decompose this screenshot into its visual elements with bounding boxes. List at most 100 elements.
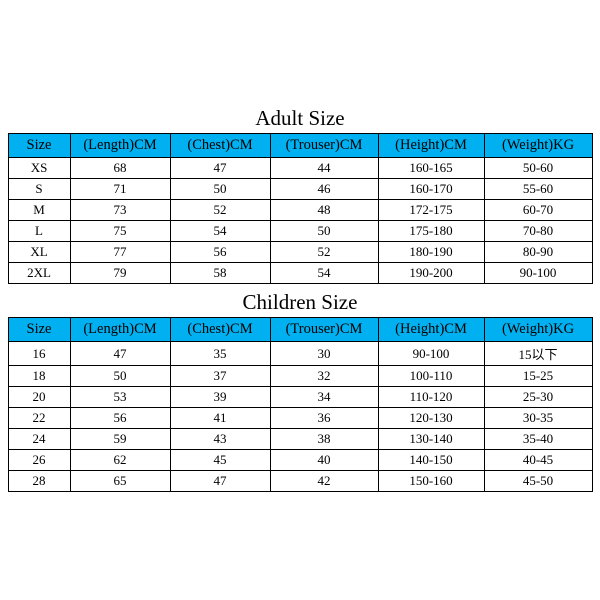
adult-tbody: XS684744160-16550-60S715046160-17055-60M… xyxy=(8,158,592,284)
table-cell: M xyxy=(8,200,70,221)
table-cell: 50 xyxy=(170,179,270,200)
table-cell: 56 xyxy=(170,242,270,263)
table-row: L755450175-18070-80 xyxy=(8,221,592,242)
adult-size-table: Size (Length)CM (Chest)CM (Trouser)CM (H… xyxy=(8,133,593,284)
table-cell: 130-140 xyxy=(378,429,484,450)
table-cell: 56 xyxy=(70,408,170,429)
children-size-table: Size (Length)CM (Chest)CM (Trouser)CM (H… xyxy=(8,317,593,492)
adult-size-title: Adult Size xyxy=(0,106,600,131)
table-cell: 65 xyxy=(70,471,170,492)
table-cell: 54 xyxy=(170,221,270,242)
table-cell: 15以下 xyxy=(484,342,592,366)
table-cell: 59 xyxy=(70,429,170,450)
table-cell: 16 xyxy=(8,342,70,366)
table-cell: 190-200 xyxy=(378,263,484,284)
table-cell: 71 xyxy=(70,179,170,200)
table-cell: 60-70 xyxy=(484,200,592,221)
col-trouser: (Trouser)CM xyxy=(270,318,378,342)
table-cell: 52 xyxy=(270,242,378,263)
table-cell: 77 xyxy=(70,242,170,263)
col-weight: (Weight)KG xyxy=(484,318,592,342)
col-weight: (Weight)KG xyxy=(484,134,592,158)
table-cell: 120-130 xyxy=(378,408,484,429)
table-cell: 90-100 xyxy=(378,342,484,366)
table-cell: 48 xyxy=(270,200,378,221)
table-cell: 47 xyxy=(70,342,170,366)
table-row: S715046160-17055-60 xyxy=(8,179,592,200)
table-cell: 36 xyxy=(270,408,378,429)
table-cell: 46 xyxy=(270,179,378,200)
table-cell: 28 xyxy=(8,471,70,492)
col-height: (Height)CM xyxy=(378,134,484,158)
table-cell: 30-35 xyxy=(484,408,592,429)
table-cell: XL xyxy=(8,242,70,263)
table-row: 24594338130-14035-40 xyxy=(8,429,592,450)
table-cell: 58 xyxy=(170,263,270,284)
table-cell: 55-60 xyxy=(484,179,592,200)
table-cell: XS xyxy=(8,158,70,179)
table-cell: 70-80 xyxy=(484,221,592,242)
table-cell: 50 xyxy=(70,366,170,387)
table-cell: 44 xyxy=(270,158,378,179)
table-cell: 22 xyxy=(8,408,70,429)
table-cell: 62 xyxy=(70,450,170,471)
col-height: (Height)CM xyxy=(378,318,484,342)
size-chart-container: Adult Size Size (Length)CM (Chest)CM (Tr… xyxy=(0,0,600,600)
children-size-title: Children Size xyxy=(0,290,600,315)
table-row: 20533934110-12025-30 xyxy=(8,387,592,408)
table-cell: 32 xyxy=(270,366,378,387)
table-row: 1647353090-10015以下 xyxy=(8,342,592,366)
table-cell: 40-45 xyxy=(484,450,592,471)
table-cell: 175-180 xyxy=(378,221,484,242)
table-cell: 34 xyxy=(270,387,378,408)
col-chest: (Chest)CM xyxy=(170,318,270,342)
table-cell: 172-175 xyxy=(378,200,484,221)
col-chest: (Chest)CM xyxy=(170,134,270,158)
table-cell: 180-190 xyxy=(378,242,484,263)
table-cell: 42 xyxy=(270,471,378,492)
table-row: 28654742150-16045-50 xyxy=(8,471,592,492)
table-cell: 75 xyxy=(70,221,170,242)
table-cell: 160-170 xyxy=(378,179,484,200)
table-row: 26624540140-15040-45 xyxy=(8,450,592,471)
table-header-row: Size (Length)CM (Chest)CM (Trouser)CM (H… xyxy=(8,134,592,158)
table-cell: S xyxy=(8,179,70,200)
col-size: Size xyxy=(8,134,70,158)
table-row: M735248172-17560-70 xyxy=(8,200,592,221)
table-cell: 37 xyxy=(170,366,270,387)
table-cell: 100-110 xyxy=(378,366,484,387)
table-cell: 52 xyxy=(170,200,270,221)
table-row: XL775652180-19080-90 xyxy=(8,242,592,263)
children-tbody: 1647353090-10015以下18503732100-11015-2520… xyxy=(8,342,592,492)
table-cell: 50 xyxy=(270,221,378,242)
table-cell: 24 xyxy=(8,429,70,450)
table-cell: 50-60 xyxy=(484,158,592,179)
table-cell: 68 xyxy=(70,158,170,179)
table-cell: 160-165 xyxy=(378,158,484,179)
table-cell: 30 xyxy=(270,342,378,366)
table-cell: 47 xyxy=(170,471,270,492)
table-cell: 20 xyxy=(8,387,70,408)
table-cell: 35 xyxy=(170,342,270,366)
table-cell: 54 xyxy=(270,263,378,284)
table-cell: 2XL xyxy=(8,263,70,284)
table-cell: 80-90 xyxy=(484,242,592,263)
table-cell: 35-40 xyxy=(484,429,592,450)
table-row: 22564136120-13030-35 xyxy=(8,408,592,429)
table-cell: 38 xyxy=(270,429,378,450)
table-cell: 43 xyxy=(170,429,270,450)
table-cell: 26 xyxy=(8,450,70,471)
table-cell: 53 xyxy=(70,387,170,408)
table-cell: 18 xyxy=(8,366,70,387)
col-length: (Length)CM xyxy=(70,134,170,158)
table-cell: 110-120 xyxy=(378,387,484,408)
table-cell: 40 xyxy=(270,450,378,471)
table-cell: 45 xyxy=(170,450,270,471)
col-trouser: (Trouser)CM xyxy=(270,134,378,158)
table-cell: 90-100 xyxy=(484,263,592,284)
table-cell: 41 xyxy=(170,408,270,429)
table-cell: 15-25 xyxy=(484,366,592,387)
table-cell: 47 xyxy=(170,158,270,179)
table-cell: 73 xyxy=(70,200,170,221)
table-cell: 25-30 xyxy=(484,387,592,408)
